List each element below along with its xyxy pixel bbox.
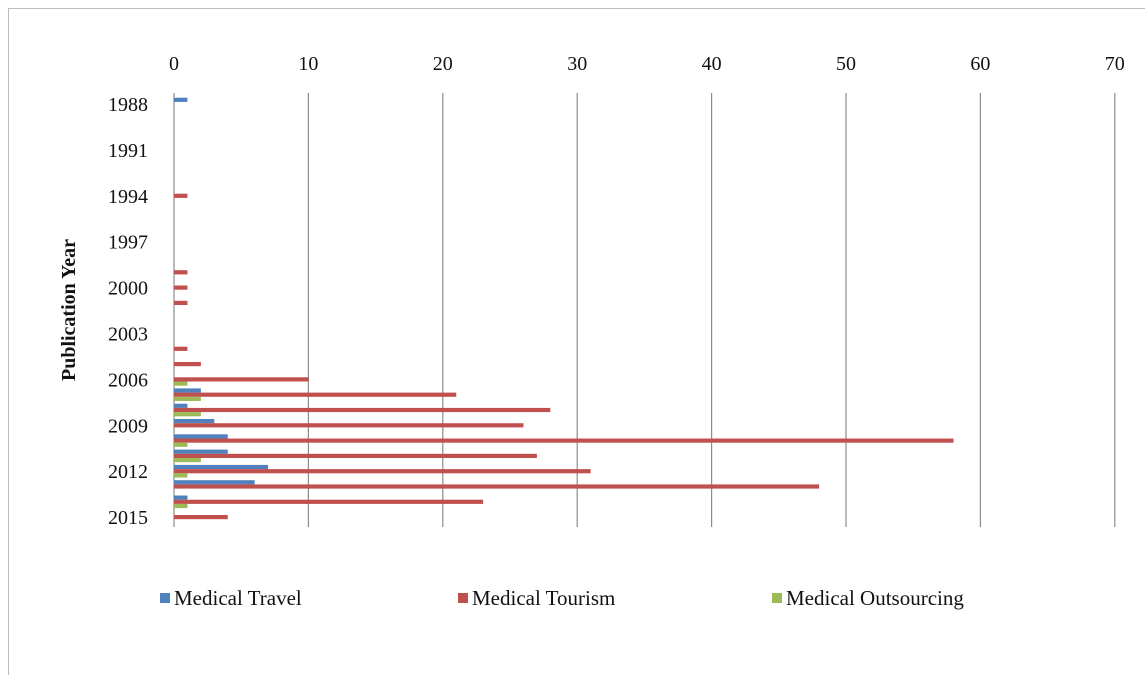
x-tick-60: 60: [970, 53, 990, 75]
bar-medical-tourism-2012: [174, 469, 591, 474]
legend-label: Medical Travel: [174, 586, 302, 610]
bar-medical-travel-2013: [174, 480, 255, 485]
x-tick-50: 50: [836, 53, 856, 75]
x-tick-labels: 0 10 20 30 40 50 60 70: [169, 53, 1125, 75]
bar-medical-outsourcing-2012: [174, 473, 188, 478]
x-tick-30: 30: [567, 53, 587, 75]
y-tick-labels: 1988 1991 1994 1997 2000 2003 2006 2009 2012 2015: [108, 94, 148, 529]
y-tick-2003: 2003: [108, 324, 148, 346]
bar-medical-tourism-2004: [174, 346, 188, 351]
bar-medical-travel-2009: [174, 419, 215, 424]
bar-medical-travel-2007: [174, 388, 201, 393]
legend-swatch: [772, 593, 782, 603]
bar-medical-outsourcing-2010: [174, 442, 188, 447]
bar-medical-travel-1988: [174, 97, 188, 102]
bar-medical-travel-2011: [174, 449, 228, 454]
y-tick-1988: 1988: [108, 94, 148, 116]
y-tick-1997: 1997: [108, 232, 148, 254]
bar-medical-tourism-2008: [174, 407, 551, 413]
bar-medical-outsourcing-2007: [174, 396, 201, 401]
legend-label: Medical Tourism: [472, 586, 615, 610]
x-tick-10: 10: [298, 53, 318, 75]
bar-medical-outsourcing-2014: [174, 503, 188, 509]
y-tick-2015: 2015: [108, 507, 148, 529]
x-tick-20: 20: [433, 53, 453, 75]
x-tick-70: 70: [1105, 53, 1125, 75]
bar-medical-tourism-2010: [174, 438, 954, 443]
legend: Medical Travel Medical Tourism Medical Out…: [160, 586, 964, 610]
bar-medical-tourism-2014: [174, 499, 484, 504]
bar-medical-tourism-2007: [174, 392, 457, 397]
bar-medical-travel-2014: [174, 495, 188, 500]
legend-item-medical-tourism: Medical Tourism: [458, 586, 615, 610]
x-tick-40: 40: [702, 53, 722, 75]
gridlines: [173, 93, 1116, 527]
bar-medical-travel-2008: [174, 403, 188, 408]
y-tick-2012: 2012: [108, 461, 148, 483]
bar-medical-travel-2012: [174, 464, 269, 470]
bar-medical-tourism-1999: [174, 270, 188, 275]
legend-item-medical-outsourcing: Medical Outsourcing: [772, 586, 964, 610]
bar-medical-outsourcing-2011: [174, 458, 201, 463]
legend-swatch: [160, 593, 170, 603]
y-tick-1994: 1994: [108, 186, 148, 208]
bar-medical-tourism-2009: [174, 423, 524, 428]
bar-medical-outsourcing-2006: [174, 381, 188, 386]
bar-medical-tourism-2000: [174, 285, 188, 290]
legend-item-medical-travel: Medical Travel: [160, 586, 302, 610]
x-tick-0: 0: [169, 53, 179, 75]
bar-medical-tourism-1994: [174, 193, 188, 198]
bar-medical-tourism-2015: [174, 515, 228, 520]
y-axis-label: Publication Year: [58, 239, 80, 381]
bar-medical-tourism-2013: [174, 484, 820, 489]
bar-medical-tourism-2001: [174, 300, 188, 305]
bars: [174, 97, 954, 520]
bar-medical-tourism-2011: [174, 453, 537, 458]
bar-medical-tourism-2006: [174, 377, 309, 382]
bar-medical-tourism-2005: [174, 362, 201, 367]
y-tick-2000: 2000: [108, 278, 148, 300]
legend-label: Medical Outsourcing: [786, 586, 964, 610]
bar-medical-outsourcing-2008: [174, 412, 201, 417]
chart-frame: [8, 8, 1145, 675]
y-tick-2006: 2006: [108, 369, 148, 391]
y-tick-2009: 2009: [108, 415, 148, 437]
bar-medical-travel-2010: [174, 434, 228, 439]
y-tick-1991: 1991: [108, 140, 148, 162]
legend-swatch: [458, 593, 468, 603]
